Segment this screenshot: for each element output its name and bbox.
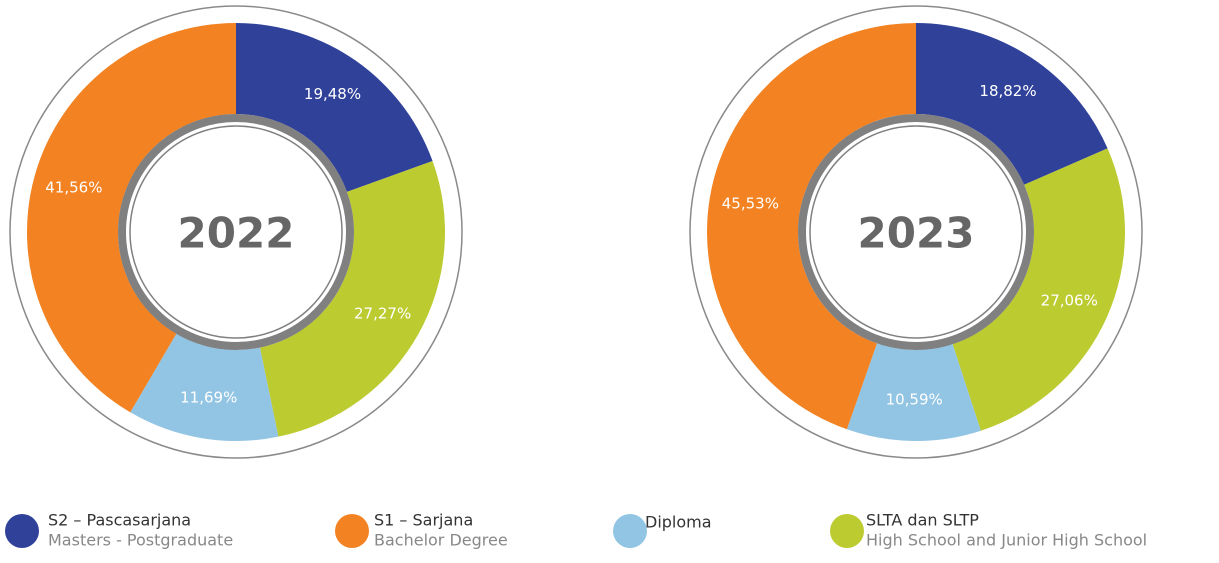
slice xyxy=(27,23,237,413)
center-title: 2023 xyxy=(858,209,975,258)
outer-ring xyxy=(9,5,463,459)
inner-line xyxy=(809,125,1023,339)
legend-name: S2 – Pascasarjana xyxy=(48,511,191,530)
slice-label: 10,59% xyxy=(886,390,943,408)
slice-label: 27,06% xyxy=(1041,291,1098,309)
inner-line xyxy=(129,125,343,339)
legend-subtitle: Bachelor Degree xyxy=(374,531,508,550)
legend-name: S1 – Sarjana xyxy=(374,511,473,530)
slice xyxy=(916,23,1108,185)
slice xyxy=(236,23,433,192)
legend-swatch xyxy=(613,514,647,548)
legend-name: Diploma xyxy=(645,513,712,532)
slice xyxy=(952,148,1125,431)
center-title: 2022 xyxy=(178,209,295,258)
legend-swatch xyxy=(830,514,864,548)
slice xyxy=(846,343,981,441)
slice xyxy=(259,160,445,437)
legend-swatch xyxy=(5,514,39,548)
slice-label: 19,48% xyxy=(304,85,361,103)
legend-swatch xyxy=(335,514,369,548)
slice-label: 45,53% xyxy=(722,194,779,212)
slice-label: 41,56% xyxy=(45,178,102,196)
outer-ring xyxy=(689,5,1143,459)
slice-label: 18,82% xyxy=(979,82,1036,100)
legend-name: SLTA dan SLTP xyxy=(866,511,979,530)
slice-label: 27,27% xyxy=(354,304,411,322)
slice xyxy=(130,333,279,441)
legend-subtitle: High School and Junior High School xyxy=(866,531,1147,550)
legend-subtitle: Masters - Postgraduate xyxy=(48,531,233,550)
slice xyxy=(706,23,916,430)
slice-label: 11,69% xyxy=(180,388,237,406)
